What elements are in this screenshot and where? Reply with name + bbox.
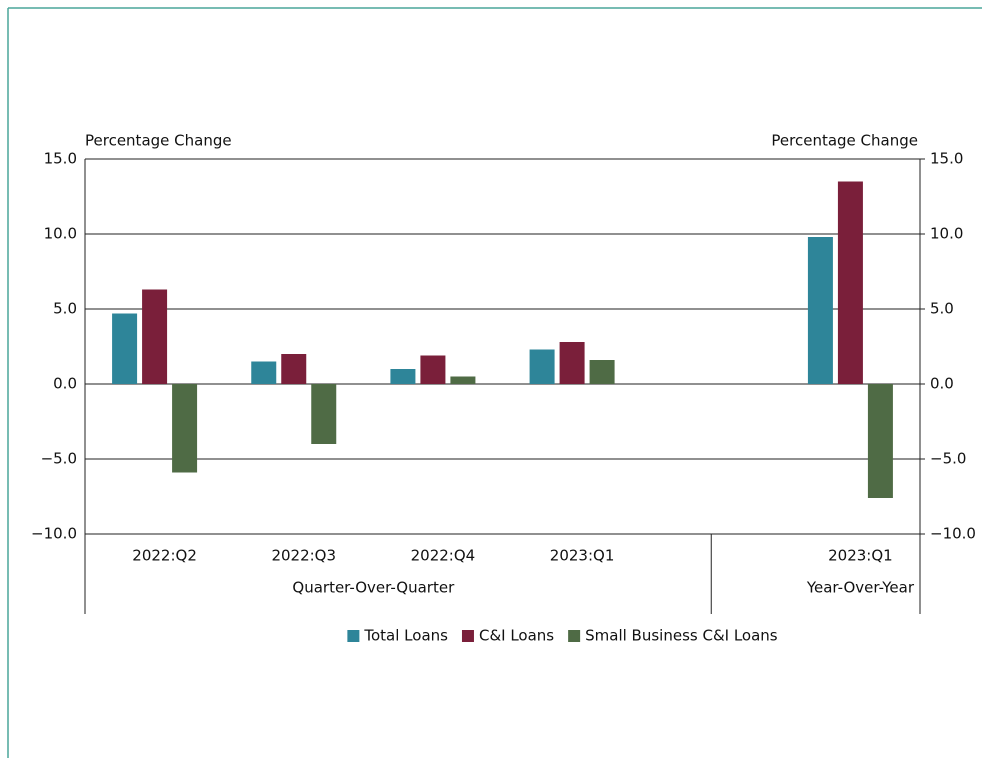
y2-tick-label: −10.0 xyxy=(930,525,976,543)
legend-swatch xyxy=(347,630,360,642)
bar xyxy=(112,313,138,384)
bar xyxy=(837,181,863,384)
y2-tick-label: −5.0 xyxy=(930,450,966,468)
y-tick-label: 10.0 xyxy=(44,225,77,243)
y-tick-label: −5.0 xyxy=(41,450,77,468)
y-tick-label: 15.0 xyxy=(44,150,77,168)
x-group-label: Quarter-Over-Quarter xyxy=(292,579,455,597)
y2-tick-label: 15.0 xyxy=(930,150,963,168)
bar xyxy=(311,384,337,444)
y2-axis-label: Percentage Change xyxy=(771,132,918,150)
y-tick-label: −10.0 xyxy=(31,525,77,543)
y-tick-label: 0.0 xyxy=(53,375,77,393)
legend-label: Total Loans xyxy=(363,627,448,645)
x-tick-label: 2022:Q4 xyxy=(411,547,476,565)
bar xyxy=(559,342,585,384)
bar xyxy=(529,349,555,384)
bar xyxy=(450,376,476,384)
legend: Total Loans C&I Loans Small Business C&I L… xyxy=(347,627,778,645)
legend-label: Small Business C&I Loans xyxy=(585,627,778,645)
y2-tick-label: 0.0 xyxy=(930,375,954,393)
x-tick-label: 2022:Q2 xyxy=(132,547,197,565)
bar xyxy=(867,384,893,498)
y2-tick-label: 10.0 xyxy=(930,225,963,243)
legend-swatch xyxy=(461,630,474,642)
bar xyxy=(281,354,307,384)
legend-swatch xyxy=(568,630,581,642)
bar xyxy=(807,237,833,384)
bar xyxy=(420,355,446,384)
x-group-label: Year-Over-Year xyxy=(806,579,915,597)
x-tick-label: 2022:Q3 xyxy=(271,547,336,565)
bar xyxy=(142,289,168,384)
y-tick-label: 5.0 xyxy=(53,300,77,318)
y2-tick-label: 5.0 xyxy=(930,300,954,318)
bar xyxy=(251,361,277,384)
legend-label: C&I Loans xyxy=(479,627,554,645)
x-tick-label: 2023:Q1 xyxy=(550,547,615,565)
bar xyxy=(589,360,615,384)
y-axis-label: Percentage Change xyxy=(85,132,232,150)
bar xyxy=(172,384,198,473)
x-tick-label: 2023:Q1 xyxy=(828,547,893,565)
bar xyxy=(390,369,416,384)
